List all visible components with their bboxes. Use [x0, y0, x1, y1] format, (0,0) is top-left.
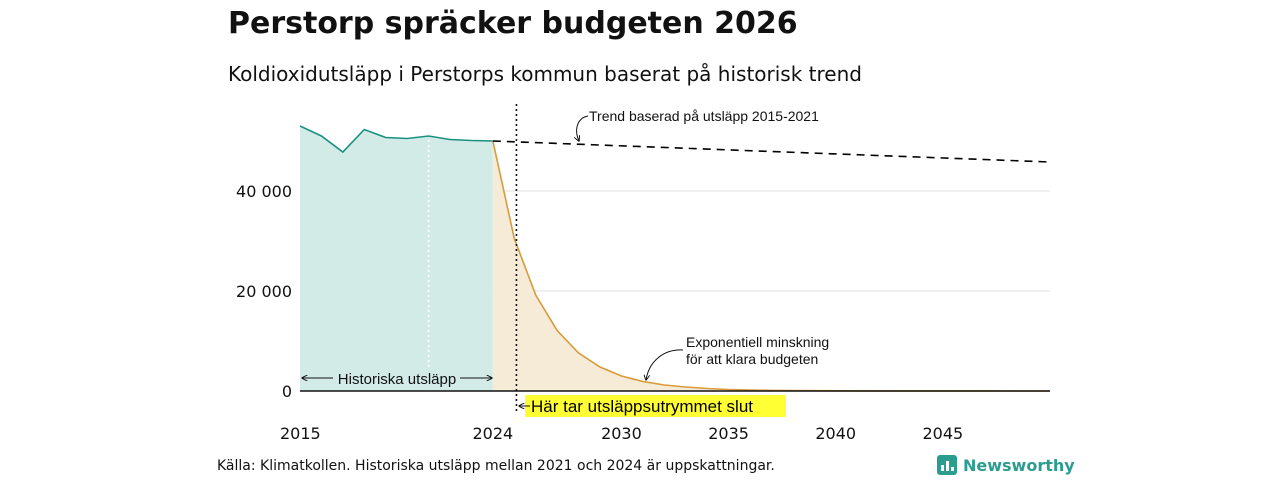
historical-label-bg: [333, 368, 460, 387]
x-tick-label: 2035: [708, 424, 749, 443]
trend-arrow: [577, 115, 589, 141]
historical-line: [299, 125, 493, 154]
exp-arrow: [646, 349, 684, 380]
x-tick-label: 2040: [815, 424, 856, 443]
vertical-markers: [427, 104, 518, 414]
x-tick-label: 2045: [922, 424, 963, 443]
chart-title: Perstorp spräcker budgeten 2026: [228, 6, 798, 41]
exp-label-line1: Exponentiell minskning: [686, 334, 829, 350]
newsworthy-logo-icon: [937, 455, 957, 475]
y-tick-label: 20 000: [236, 282, 292, 301]
budget-area: [492, 141, 1050, 391]
axes: 0 20 000 40 000 2015 2024 2030 2035 2040 2045: [236, 182, 1050, 443]
exp-label-line2: för att klara budgeten: [686, 351, 818, 367]
budget-end-label: Här tar utsläppsutrymmet slut: [531, 397, 753, 416]
brand-logo: Newsworthy: [937, 455, 1075, 475]
historical-area: [300, 126, 493, 391]
brand-name: Newsworthy: [963, 455, 1075, 475]
budget-end-highlight: [525, 395, 786, 417]
historical-label: Historiska utsläpp: [338, 371, 456, 388]
x-tick-label: 2030: [601, 424, 642, 443]
x-tick-label: 2024: [472, 424, 513, 443]
annotations: Trend baserad på utsläpp 2015-2021 Expone…: [302, 108, 829, 417]
y-tick-label: 0: [282, 382, 292, 401]
trend-line: [492, 140, 1051, 163]
x-tick-label: 2015: [280, 424, 321, 443]
y-tick-label: 40 000: [236, 182, 292, 201]
chart-subtitle: Koldioxidutsläpp i Perstorps kommun base…: [228, 62, 862, 86]
source-note: Källa: Klimatkollen. Historiska utsläpp …: [217, 458, 775, 474]
area-fills: [300, 126, 1050, 391]
trend-label: Trend baserad på utsläpp 2015-2021: [589, 108, 819, 124]
